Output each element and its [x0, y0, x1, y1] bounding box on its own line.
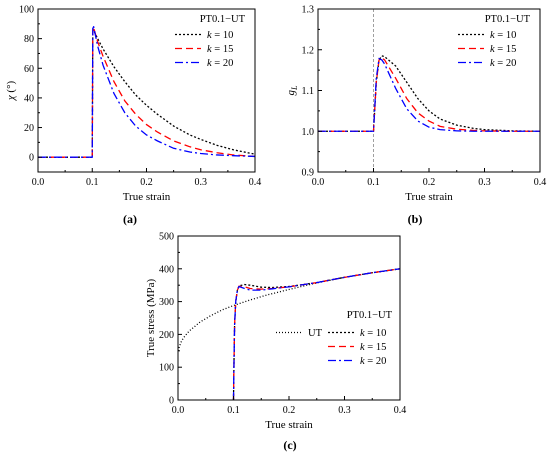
panel-b-legend-title: PT0.1−UT [485, 14, 531, 25]
panel-b-x-tick-label: 0.3 [478, 177, 491, 188]
panel-c-y-tick-label: 300 [159, 297, 174, 308]
panel-b-y-tick-label: 0.9 [302, 168, 315, 179]
panel-b-x-tick-label: 0.0 [312, 177, 325, 188]
panel-a-x-tick-label: 0.3 [195, 177, 208, 188]
panel-c-x-tick-label: 0.0 [172, 405, 185, 416]
panel-b-y-tick-label: 1.3 [302, 5, 315, 16]
panel-b-y-tick-label: 1.2 [302, 45, 315, 56]
panel-c-x-axis-label: True strain [265, 419, 313, 431]
panel-c-label: (c) [283, 438, 296, 452]
panel-c-legend-label: k = 20 [360, 356, 386, 367]
panel-a-y-axis-label: χ (°) [5, 81, 17, 102]
panel-a-x-tick-label: 0.0 [32, 177, 45, 188]
panel-c-y-tick-label: 400 [159, 264, 174, 275]
panel-a-legend-label: k = 20 [207, 58, 233, 69]
panel-b-legend-label: k = 20 [490, 58, 516, 69]
panel-a-legend-label: k = 10 [207, 30, 233, 41]
panel-a-y-axis-unit: (°) [5, 81, 17, 96]
panel-b-series-line [318, 57, 540, 132]
panel-b-legend-label: k = 10 [490, 30, 516, 41]
panel-a-y-tick-label: 0 [29, 153, 34, 164]
panel-c-series-line [232, 268, 400, 400]
panel-a-y-tick-label: 80 [24, 34, 34, 45]
panel-b-y-axis-subscript: L [290, 85, 299, 91]
panel-a-y-tick-label: 100 [19, 5, 34, 16]
panel-a-series-line [38, 25, 255, 158]
panel-a-y-tick-label: 60 [24, 64, 34, 75]
panel-b-y-axis-label: gL [285, 85, 299, 96]
panel-b-x-tick-label: 0.2 [423, 177, 436, 188]
panel-c-legend-label: k = 15 [360, 342, 386, 353]
panel-b-legend-label: k = 15 [490, 44, 516, 55]
panel-c-y-tick-label: 500 [159, 232, 174, 243]
panel-c-x-tick-label: 0.3 [338, 405, 351, 416]
panel-b-x-axis-label: True strain [405, 191, 453, 203]
panel-a-y-tick-label: 40 [24, 93, 34, 104]
panel-c-y-axis-label: True stress (MPa) [145, 278, 157, 357]
panel-c-x-tick-label: 0.1 [227, 405, 240, 416]
panel-c-y-tick-label: 0 [169, 396, 174, 407]
panel-b-y-axis-symbol: g [285, 89, 297, 95]
panel-c-x-tick-label: 0.2 [283, 405, 296, 416]
panel-c-legend-label: UT [308, 328, 323, 339]
panel-c-legend-label: k = 10 [360, 328, 386, 339]
panel-c-series-line [232, 268, 400, 400]
panel-a-y-tick-label: 20 [24, 123, 34, 134]
panel-b-y-tick-label: 1.0 [302, 127, 315, 138]
panel-a-x-tick-label: 0.4 [249, 177, 262, 188]
panel-b-x-tick-label: 0.1 [367, 177, 380, 188]
panel-c-y-tick-label: 200 [159, 330, 174, 341]
panel-b-chart: 0.0 0.1 0.2 0.3 0.4 0.9 1.0 1.1 1.2 1.3 True strai… [285, 5, 546, 204]
panel-b-y-tick-label: 1.1 [302, 86, 315, 97]
panel-a-chart: 0.0 0.1 0.2 0.3 0.4 0 20 40 60 80 100 True strain χ … [5, 5, 261, 204]
panel-a-x-axis-label: True strain [123, 191, 171, 203]
panel-a-label: (a) [123, 212, 137, 226]
panel-c-chart: 0.0 0.1 0.2 0.3 0.4 0 100 200 300 400 500 True stra… [145, 232, 406, 432]
panel-b-label: (b) [408, 212, 423, 226]
panel-a-x-tick-label: 0.2 [140, 177, 153, 188]
panel-b-x-tick-label: 0.4 [534, 177, 547, 188]
panel-a-y-axis-symbol: χ [5, 94, 17, 101]
panel-c-x-tick-label: 0.4 [394, 405, 407, 416]
panel-a-series-line [38, 26, 255, 158]
panel-c-y-tick-label: 100 [159, 363, 174, 374]
panel-a-legend-title: PT0.1−UT [200, 14, 246, 25]
panel-a-x-tick-label: 0.1 [86, 177, 99, 188]
panel-c-legend-title: PT0.1−UT [347, 310, 393, 321]
panel-a-legend-label: k = 15 [207, 44, 233, 55]
